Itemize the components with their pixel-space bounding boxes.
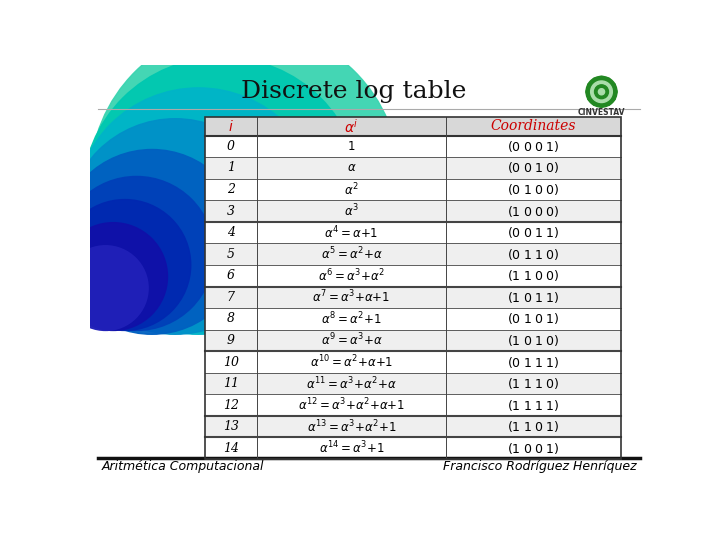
Text: $(0\;0\;1\;0)$: $(0\;0\;1\;0)$ xyxy=(507,160,560,176)
Text: $\alpha^{11}{=}\alpha^3{+}\alpha^2{+}\alpha$: $\alpha^{11}{=}\alpha^3{+}\alpha^2{+}\al… xyxy=(306,375,397,392)
Text: $i$: $i$ xyxy=(228,119,233,134)
Bar xyxy=(204,287,621,308)
Circle shape xyxy=(59,150,245,334)
Bar xyxy=(204,265,621,287)
Text: 9: 9 xyxy=(227,334,235,347)
Text: $\alpha^i$: $\alpha^i$ xyxy=(344,118,359,136)
Circle shape xyxy=(588,83,592,87)
Text: $\alpha^7{=}\alpha^3{+}\alpha{+}1$: $\alpha^7{=}\alpha^3{+}\alpha{+}1$ xyxy=(312,289,390,306)
Circle shape xyxy=(586,90,590,93)
Text: $(0\;1\;0\;0)$: $(0\;1\;0\;0)$ xyxy=(507,182,560,197)
Circle shape xyxy=(90,26,400,334)
Circle shape xyxy=(59,222,168,330)
Text: 5: 5 xyxy=(227,248,235,261)
Bar xyxy=(204,437,621,459)
Text: $\alpha^3$: $\alpha^3$ xyxy=(344,203,359,219)
Text: $(0\;0\;0\;1)$: $(0\;0\;0\;1)$ xyxy=(507,139,560,154)
Bar xyxy=(204,330,621,351)
Circle shape xyxy=(82,57,361,334)
Text: 8: 8 xyxy=(227,313,235,326)
Text: $\alpha$: $\alpha$ xyxy=(346,161,356,174)
Bar xyxy=(204,351,621,373)
Text: Francisco Rodríguez Henríquez: Francisco Rodríguez Henríquez xyxy=(443,460,636,473)
Circle shape xyxy=(595,85,608,99)
Circle shape xyxy=(588,97,592,100)
Circle shape xyxy=(590,81,612,103)
Text: $(1\;0\;0\;1)$: $(1\;0\;0\;1)$ xyxy=(507,441,560,456)
Circle shape xyxy=(593,78,597,82)
Bar xyxy=(204,308,621,330)
Text: Discrete log table: Discrete log table xyxy=(240,80,466,103)
Circle shape xyxy=(611,83,615,87)
Text: $\alpha^9{=}\alpha^3{+}\alpha$: $\alpha^9{=}\alpha^3{+}\alpha$ xyxy=(320,332,382,349)
Circle shape xyxy=(586,76,617,107)
Bar xyxy=(204,117,621,459)
Bar xyxy=(204,200,621,222)
Text: 7: 7 xyxy=(227,291,235,304)
Text: $(0\;1\;1\;0)$: $(0\;1\;1\;0)$ xyxy=(507,247,560,262)
Text: $(1\;1\;0\;0)$: $(1\;1\;0\;0)$ xyxy=(507,268,560,284)
Text: 3: 3 xyxy=(227,205,235,218)
Text: $\alpha^8{=}\alpha^2{+}1$: $\alpha^8{=}\alpha^2{+}1$ xyxy=(321,310,382,327)
Circle shape xyxy=(600,76,603,80)
Circle shape xyxy=(613,90,617,93)
Text: 4: 4 xyxy=(227,226,235,239)
Text: $\alpha^2$: $\alpha^2$ xyxy=(344,181,359,198)
Text: $(0\;1\;1\;1)$: $(0\;1\;1\;1)$ xyxy=(507,355,560,369)
Circle shape xyxy=(74,88,323,334)
Text: 6: 6 xyxy=(227,269,235,282)
Circle shape xyxy=(593,102,597,105)
Text: $(1\;0\;1\;0)$: $(1\;0\;1\;0)$ xyxy=(507,333,560,348)
Circle shape xyxy=(59,177,214,330)
Circle shape xyxy=(606,102,610,105)
Bar xyxy=(204,117,621,136)
Text: $\alpha^{12}{=}\alpha^3{+}\alpha^2{+}\alpha{+}1$: $\alpha^{12}{=}\alpha^3{+}\alpha^2{+}\al… xyxy=(298,397,405,414)
Text: $\alpha^{13}{=}\alpha^3{+}\alpha^2{+}1$: $\alpha^{13}{=}\alpha^3{+}\alpha^2{+}1$ xyxy=(307,418,396,435)
Text: $\alpha^4{=}\alpha{+}1$: $\alpha^4{=}\alpha{+}1$ xyxy=(324,224,379,241)
Text: $(1\;1\;1\;1)$: $(1\;1\;1\;1)$ xyxy=(507,397,560,413)
Bar xyxy=(204,373,621,394)
Circle shape xyxy=(600,104,603,107)
Text: $(1\;1\;0\;1)$: $(1\;1\;0\;1)$ xyxy=(507,419,560,434)
Text: 12: 12 xyxy=(222,399,239,411)
Text: Aritmética Computacional: Aritmética Computacional xyxy=(102,460,264,473)
Text: $\alpha^6{=}\alpha^3{+}\alpha^2$: $\alpha^6{=}\alpha^3{+}\alpha^2$ xyxy=(318,267,384,284)
Text: $(0\;0\;1\;1)$: $(0\;0\;1\;1)$ xyxy=(507,225,560,240)
Circle shape xyxy=(67,119,284,334)
Bar xyxy=(204,416,621,437)
Bar xyxy=(204,244,621,265)
Text: $\alpha^{10}{=}\alpha^2{+}\alpha{+}1$: $\alpha^{10}{=}\alpha^2{+}\alpha{+}1$ xyxy=(310,354,393,370)
Circle shape xyxy=(63,246,148,330)
Circle shape xyxy=(59,200,191,330)
Bar xyxy=(204,136,621,157)
Bar xyxy=(204,157,621,179)
Text: $(1\;1\;1\;0)$: $(1\;1\;1\;0)$ xyxy=(507,376,560,391)
Text: $(1\;0\;0\;0)$: $(1\;0\;0\;0)$ xyxy=(507,204,560,219)
Bar xyxy=(204,222,621,244)
Text: $\alpha^{14}{=}\alpha^3{+}1$: $\alpha^{14}{=}\alpha^3{+}1$ xyxy=(318,440,384,456)
Bar xyxy=(204,394,621,416)
Text: $(1\;0\;1\;1)$: $(1\;0\;1\;1)$ xyxy=(507,290,560,305)
Circle shape xyxy=(598,89,605,95)
Circle shape xyxy=(611,97,615,100)
Bar xyxy=(204,179,621,200)
Text: $\alpha^5{=}\alpha^2{+}\alpha$: $\alpha^5{=}\alpha^2{+}\alpha$ xyxy=(320,246,382,262)
Text: 10: 10 xyxy=(222,355,239,368)
Text: CINVESTAV: CINVESTAV xyxy=(577,108,625,117)
Text: $(0\;1\;0\;1)$: $(0\;1\;0\;1)$ xyxy=(507,312,560,326)
Text: $1$: $1$ xyxy=(347,140,356,153)
Text: 1: 1 xyxy=(227,161,235,174)
Text: Coordinates: Coordinates xyxy=(491,119,576,133)
Text: 14: 14 xyxy=(222,442,239,455)
Text: 0: 0 xyxy=(227,140,235,153)
Circle shape xyxy=(606,78,610,82)
Text: 2: 2 xyxy=(227,183,235,196)
Text: 11: 11 xyxy=(222,377,239,390)
Text: 13: 13 xyxy=(222,420,239,433)
